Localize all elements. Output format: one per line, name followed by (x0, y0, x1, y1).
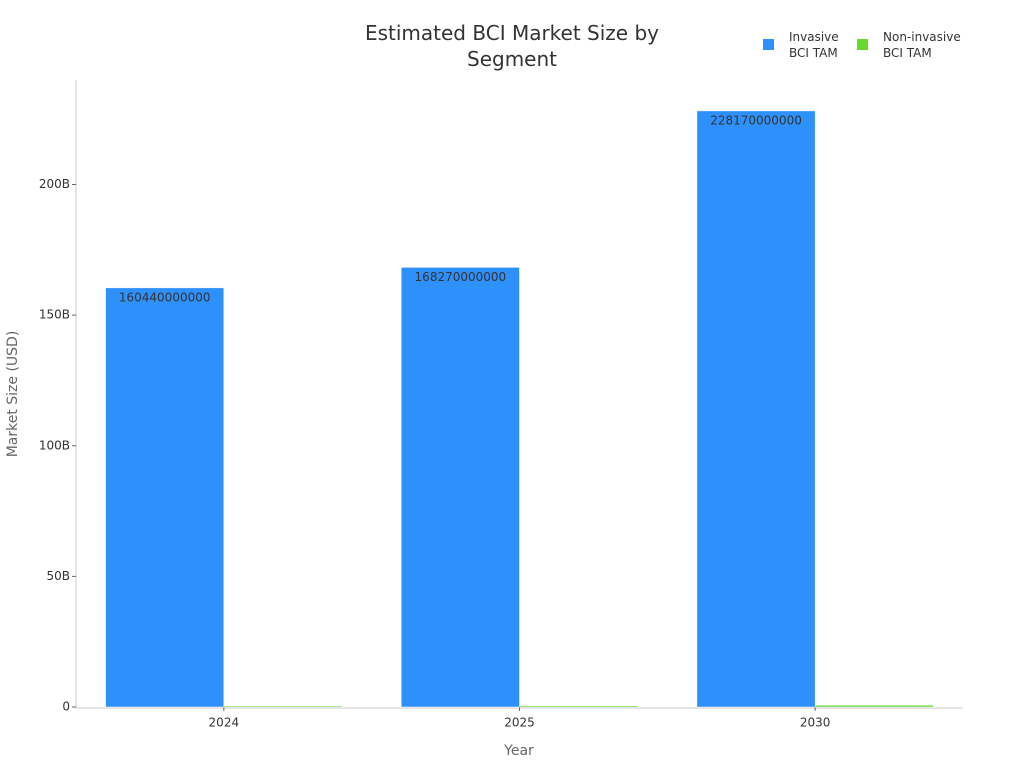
legend-label: Invasive BCI TAM (789, 30, 839, 60)
bar (105, 287, 225, 708)
bar (223, 705, 343, 708)
y-tick-label: 50B (46, 569, 70, 583)
data-label: 168270000000 (415, 270, 507, 284)
bar (814, 704, 934, 708)
data-label: 160440000000 (119, 290, 211, 304)
x-axis-label: Year (503, 743, 534, 759)
x-tick-label: 2030 (800, 716, 831, 730)
bar (696, 110, 816, 708)
chart-title: Estimated BCI Market Size by Segment (364, 21, 660, 71)
y-axis-label: Market Size (USD) (5, 331, 21, 458)
y-tick-label: 150B (39, 308, 70, 322)
legend-swatch (857, 39, 868, 50)
y-tick-label: 100B (39, 438, 70, 452)
x-tick-label: 2024 (209, 716, 240, 730)
bar (519, 705, 639, 708)
y-tick-label: 200B (39, 177, 70, 191)
legend-swatch (763, 39, 774, 50)
bar (400, 267, 520, 708)
data-label: 228170000000 (710, 113, 802, 127)
y-tick-label: 0 (62, 700, 70, 714)
legend-label: Non-invasive BCI TAM (883, 30, 961, 60)
x-tick-label: 2025 (504, 716, 535, 730)
